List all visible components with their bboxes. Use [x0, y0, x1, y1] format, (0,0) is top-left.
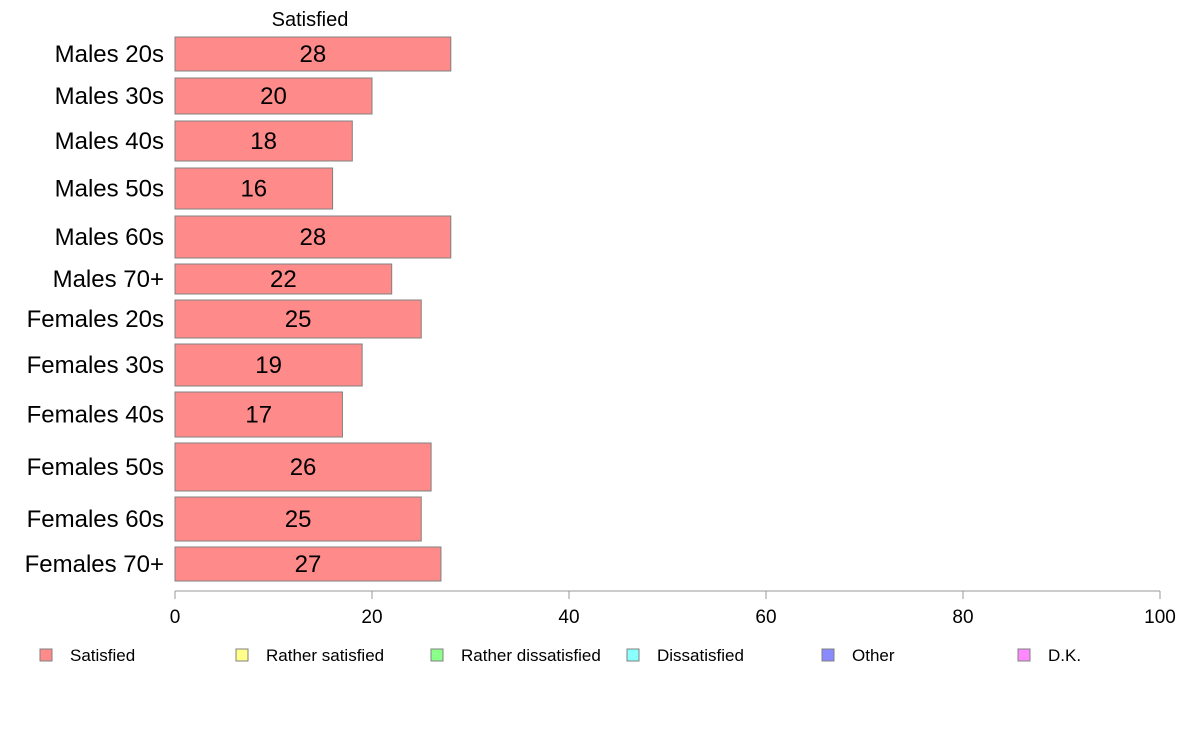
bar — [174, 215, 452, 259]
legend-label: Rather satisfied — [266, 646, 384, 665]
bar — [174, 343, 363, 387]
legend-label: Dissatisfied — [657, 646, 744, 665]
bar — [174, 299, 422, 339]
x-tick-label: 0 — [170, 607, 181, 628]
category-label: Males 60s — [55, 224, 164, 251]
legend-label: Rather dissatisfied — [461, 646, 601, 665]
legend-label: D.K. — [1048, 646, 1081, 665]
data-label: 22 — [270, 266, 297, 293]
column-title: Satisfied — [272, 9, 349, 31]
category-label: Females 70+ — [25, 551, 164, 578]
bar — [174, 391, 343, 438]
x-tick-label: 40 — [558, 607, 579, 628]
x-axis: 0 20 40 60 80 100 — [170, 590, 1176, 628]
category-label: Males 40s — [55, 128, 164, 155]
data-label: 28 — [300, 224, 327, 251]
x-tick-label: 80 — [952, 607, 973, 628]
category-label: Females 40s — [27, 402, 164, 429]
data-label: 17 — [245, 402, 272, 429]
category-label: Females 30s — [27, 352, 164, 379]
bar — [174, 263, 393, 295]
bar — [174, 36, 452, 72]
data-label: 20 — [260, 83, 287, 110]
x-tick-label: 100 — [1144, 607, 1176, 628]
category-label: Males 70+ — [53, 266, 164, 293]
category-label: Males 30s — [55, 83, 164, 110]
legend-swatch — [39, 648, 53, 662]
legend-label: Other — [852, 646, 895, 665]
data-label: 18 — [250, 128, 277, 155]
data-label: 25 — [285, 306, 312, 333]
data-label: 26 — [290, 454, 317, 481]
legend: Satisfied Rather satisfied Rather dissatis… — [39, 646, 1081, 665]
legend-swatch — [821, 648, 835, 662]
data-label: 16 — [240, 176, 267, 203]
bar — [174, 442, 432, 492]
legend-label: Satisfied — [70, 646, 135, 665]
bars-group: Males 20s 28 Males 30s 20 Males 40s 18 Males 5… — [25, 36, 452, 582]
legend-swatch — [626, 648, 640, 662]
category-label: Females 20s — [27, 306, 164, 333]
category-label: Males 20s — [55, 41, 164, 68]
category-label: Females 50s — [27, 454, 164, 481]
bar — [174, 77, 373, 115]
x-tick-label: 20 — [361, 607, 382, 628]
bar — [174, 167, 334, 210]
legend-swatch — [430, 648, 444, 662]
category-label: Females 60s — [27, 506, 164, 533]
legend-swatch — [1017, 648, 1031, 662]
legend-swatch — [235, 648, 249, 662]
bar — [174, 120, 353, 162]
data-label: 27 — [295, 551, 322, 578]
x-tick-label: 60 — [755, 607, 776, 628]
data-label: 25 — [285, 506, 312, 533]
data-label: 19 — [255, 352, 282, 379]
category-label: Males 50s — [55, 176, 164, 203]
bar — [174, 546, 442, 582]
bar — [174, 496, 422, 542]
data-label: 28 — [300, 41, 327, 68]
